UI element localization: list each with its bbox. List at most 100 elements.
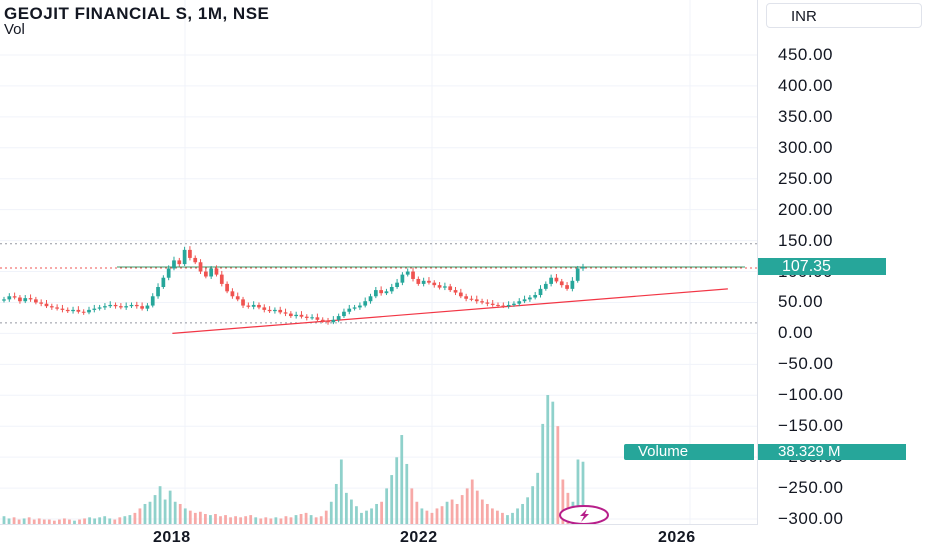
price-tick-label: 200.00	[778, 199, 833, 219]
candle-body	[288, 313, 293, 317]
candle-body	[60, 308, 65, 310]
candle-body	[113, 304, 118, 307]
volume-bar	[350, 499, 353, 524]
candle-body	[2, 299, 6, 301]
volume-bar	[400, 435, 404, 524]
price-tick-label: −100.00	[778, 385, 844, 405]
candle-body	[283, 312, 288, 314]
volume-indicator-label[interactable]: Vol	[4, 21, 25, 38]
volume-bar	[234, 516, 237, 524]
volume-bar	[455, 503, 459, 524]
currency-selector[interactable]: INR	[766, 3, 922, 28]
candle-body	[18, 297, 22, 302]
volume-bar	[173, 501, 177, 524]
price-tick-label: 350.00	[778, 106, 833, 126]
candle-body	[203, 271, 208, 277]
volume-bar	[490, 508, 494, 524]
volume-bar	[284, 516, 288, 524]
candle-body	[177, 260, 182, 265]
volume-bar	[410, 488, 414, 524]
candle-body	[108, 304, 113, 307]
volume-bar	[546, 395, 550, 524]
time-axis[interactable]: 2018 2022 2026	[0, 525, 757, 550]
candle-body	[565, 285, 569, 289]
volume-bar	[254, 517, 258, 524]
volume-bar	[168, 490, 172, 524]
volume-bar	[279, 518, 283, 524]
volume-bar	[344, 492, 348, 524]
volume-bar	[390, 475, 394, 524]
volume-bar	[264, 517, 268, 524]
candle-body	[320, 319, 325, 322]
volume-bar	[108, 518, 112, 524]
candle-body	[251, 304, 256, 307]
volume-bar	[224, 515, 227, 524]
volume-bar	[183, 508, 187, 524]
candle-body	[230, 291, 235, 297]
candle-body	[373, 290, 378, 297]
candle-body	[506, 304, 511, 307]
candle-body	[315, 317, 320, 320]
volume-bar	[339, 459, 343, 524]
volume-bar	[506, 515, 509, 524]
price-tick-label: 450.00	[778, 45, 833, 64]
volume-bar	[536, 472, 540, 524]
trendline	[172, 288, 728, 334]
candle-body	[368, 296, 373, 302]
volume-bar	[334, 483, 338, 524]
lightning-icon[interactable]	[559, 505, 609, 524]
volume-bar	[219, 516, 222, 524]
candle-body	[87, 309, 91, 313]
volume-bar	[324, 510, 328, 524]
candle-body	[71, 309, 75, 312]
volume-bar	[420, 508, 424, 524]
candle-body	[448, 286, 453, 291]
candle-body	[246, 305, 251, 307]
volume-bar	[128, 515, 132, 524]
candle-body	[119, 306, 123, 308]
candle-body	[124, 306, 129, 308]
volume-bar	[309, 515, 313, 524]
volume-bar	[2, 516, 6, 524]
volume-bar	[465, 488, 469, 524]
volume-bar	[78, 519, 81, 524]
volume-bar	[98, 517, 102, 524]
volume-bar	[496, 510, 499, 524]
volume-bar	[123, 516, 127, 524]
volume-bar	[188, 510, 192, 524]
volume-bar	[63, 518, 66, 524]
candle-body	[490, 303, 495, 305]
volume-bar	[329, 501, 333, 524]
volume-bar	[299, 513, 303, 524]
volume-bar	[214, 513, 217, 524]
candle-body	[432, 282, 437, 286]
candle-body	[182, 249, 187, 265]
volume-bar	[153, 495, 157, 524]
candle-body	[172, 260, 176, 269]
candle-body	[347, 308, 352, 312]
candle-body	[188, 249, 192, 258]
candle-body	[166, 268, 171, 278]
volume-bar	[52, 520, 56, 524]
chart-pane[interactable]: GEOJIT FINANCIAL S, 1M, NSE Vol	[0, 0, 758, 525]
volume-bar	[209, 515, 212, 524]
candle-body	[97, 307, 102, 309]
volume-bar	[103, 516, 107, 524]
price-tick-label: −150.00	[778, 416, 844, 436]
candle-body	[81, 311, 86, 313]
volume-bar	[475, 490, 479, 524]
price-chart[interactable]	[0, 0, 757, 524]
volume-bar	[380, 501, 383, 524]
volume-bar	[178, 503, 182, 524]
volume-bar	[244, 516, 248, 524]
candle-body	[453, 290, 458, 293]
candle-body	[209, 268, 214, 277]
candle-body	[28, 298, 33, 300]
candle-body	[575, 268, 580, 281]
volume-bar	[239, 517, 243, 524]
candle-body	[517, 301, 522, 304]
year-label-2026: 2026	[658, 529, 696, 546]
volume-bar	[556, 426, 560, 524]
candle-body	[161, 277, 166, 287]
price-tick-label: −250.00	[778, 478, 844, 498]
